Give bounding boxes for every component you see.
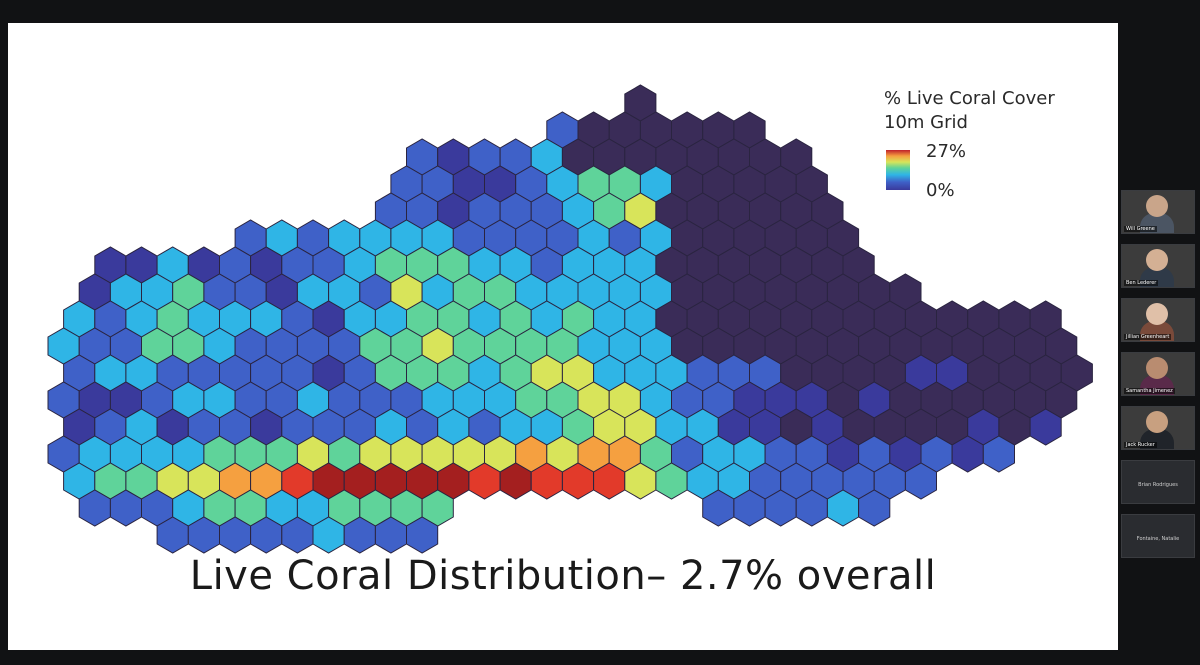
participant-tile[interactable]: Samantha Jimenez [1121, 352, 1195, 396]
participant-panel: Will Greene Ben Lederer Jillian Greenheart… [1121, 190, 1195, 568]
participant-avatar [1146, 357, 1168, 379]
hex-cell [406, 516, 439, 554]
hex-cell [982, 435, 1015, 473]
participant-tile[interactable]: Ben Lederer [1121, 244, 1195, 288]
participant-avatar [1146, 195, 1168, 217]
participant-name: Fontaine, Natalie [1136, 536, 1180, 542]
participant-avatar [1146, 249, 1168, 271]
hex-cell [1029, 408, 1062, 446]
legend-title: % Live Coral Cover 10m Grid [884, 88, 1055, 133]
participant-avatar [1146, 303, 1168, 325]
slide-title: Live Coral Distribution– 2.7% overall [189, 553, 937, 599]
presentation-slide: % Live Coral Cover 10m Grid 27% 0% Live … [8, 23, 1118, 650]
participant-avatar [1146, 411, 1168, 433]
participant-tile[interactable]: Jack Rucker [1121, 406, 1195, 450]
hex-cell [858, 489, 891, 527]
participant-name: Jillian Greenheart [1124, 334, 1172, 340]
participant-tile[interactable]: Fontaine, Natalie [1121, 514, 1195, 558]
participant-name: Ben Lederer [1124, 280, 1159, 286]
participant-name: Brian Rodrigues [1138, 482, 1178, 488]
participant-tile[interactable]: Jillian Greenheart [1121, 298, 1195, 342]
participant-name: Samantha Jimenez [1124, 388, 1175, 394]
coral-hex-map [47, 84, 1093, 554]
participant-name: Jack Rucker [1124, 442, 1157, 448]
legend-max-label: 27% [926, 141, 967, 162]
participant-name: Will Greene [1124, 226, 1157, 232]
participant-tile[interactable]: Will Greene [1121, 190, 1195, 234]
hex-cell [904, 462, 937, 500]
legend-min-label: 0% [926, 180, 955, 201]
participant-tile[interactable]: Brian Rodrigues [1121, 460, 1195, 504]
legend-color-bar [886, 150, 910, 190]
